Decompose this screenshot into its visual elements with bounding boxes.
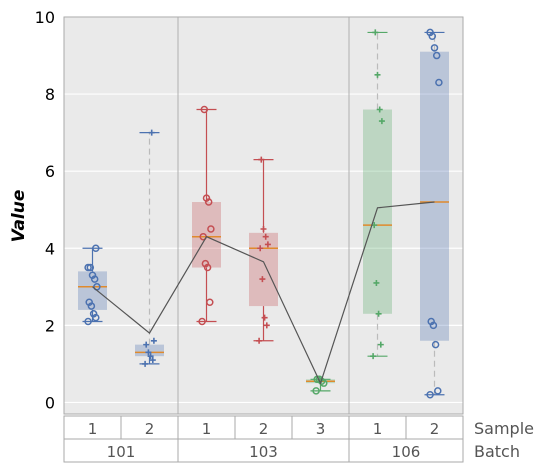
sample-label: 2 xyxy=(145,420,155,438)
sample-row-label: Sample xyxy=(474,419,534,438)
batch-row-label: Batch xyxy=(474,442,520,461)
iqr-box xyxy=(192,202,221,268)
data-point xyxy=(198,317,206,326)
data-point xyxy=(427,317,435,326)
y-tick-label: 4 xyxy=(45,239,55,258)
iqr-box xyxy=(363,109,392,314)
box-sample-101-2 xyxy=(135,129,164,367)
batch-label: 101 xyxy=(107,443,136,461)
data-point xyxy=(149,357,156,364)
box-sample-106-1 xyxy=(363,29,392,360)
data-point xyxy=(259,276,266,283)
data-point xyxy=(148,129,155,136)
data-point xyxy=(206,298,214,306)
sample-label: 1 xyxy=(202,420,212,438)
box-sample-103-2 xyxy=(249,156,278,344)
data-point xyxy=(202,194,211,202)
data-point xyxy=(150,337,157,344)
data-point xyxy=(143,341,150,348)
data-point xyxy=(89,310,98,318)
y-tick-label: 2 xyxy=(45,316,55,335)
y-tick-label: 10 xyxy=(35,8,55,27)
data-point xyxy=(147,353,154,360)
data-point xyxy=(263,322,270,329)
data-point xyxy=(376,106,383,113)
data-point xyxy=(426,390,434,399)
data-point xyxy=(375,310,382,317)
y-axis-label: Value xyxy=(9,190,29,243)
y-axis: 0 2 4 6 8 10 xyxy=(35,8,55,412)
y-tick-label: 0 xyxy=(45,393,55,412)
data-point xyxy=(262,233,269,240)
data-point xyxy=(84,317,92,326)
y-tick-label: 6 xyxy=(45,162,55,181)
data-point xyxy=(377,341,384,348)
batch-label: 103 xyxy=(249,443,278,461)
data-point xyxy=(92,244,100,253)
sample-label: 1 xyxy=(88,420,98,438)
iqr-box xyxy=(249,232,278,307)
mean-line xyxy=(92,201,435,385)
data-point xyxy=(426,28,434,37)
data-point xyxy=(201,259,210,268)
data-point xyxy=(85,298,93,306)
data-point xyxy=(260,225,267,232)
y-tick-label: 8 xyxy=(45,85,55,104)
data-point xyxy=(312,387,320,395)
iqr-box xyxy=(135,344,164,357)
data-point xyxy=(257,245,264,252)
data-point xyxy=(431,340,440,349)
data-point xyxy=(264,241,271,248)
data-point xyxy=(434,387,442,395)
x-axis-table: 1 2 1 2 3 1 2 101 103 106 xyxy=(63,415,464,463)
data-point xyxy=(432,51,441,60)
plot-frame xyxy=(63,16,464,415)
data-point xyxy=(256,337,263,344)
data-point xyxy=(435,78,443,87)
data-point xyxy=(373,279,380,286)
sample-label: 2 xyxy=(259,420,269,438)
data-point xyxy=(430,44,439,52)
data-point xyxy=(88,271,97,279)
data-point xyxy=(372,29,379,36)
data-point xyxy=(378,118,385,125)
data-point xyxy=(258,156,265,163)
data-point xyxy=(374,71,381,78)
data-point xyxy=(142,360,149,367)
box-sample-101-1 xyxy=(78,244,107,326)
sample-label: 3 xyxy=(316,420,326,438)
data-point xyxy=(207,225,215,233)
data-point xyxy=(84,263,92,272)
iqr-box xyxy=(420,51,449,341)
batch-label: 106 xyxy=(392,443,421,461)
chart-marks xyxy=(63,16,464,415)
data-point xyxy=(200,105,209,114)
data-point xyxy=(261,314,268,321)
data-point xyxy=(370,353,377,360)
sample-label: 2 xyxy=(430,420,440,438)
sample-label: 1 xyxy=(373,420,383,438)
box-sample-106-2 xyxy=(420,28,449,399)
data-point xyxy=(145,349,152,356)
